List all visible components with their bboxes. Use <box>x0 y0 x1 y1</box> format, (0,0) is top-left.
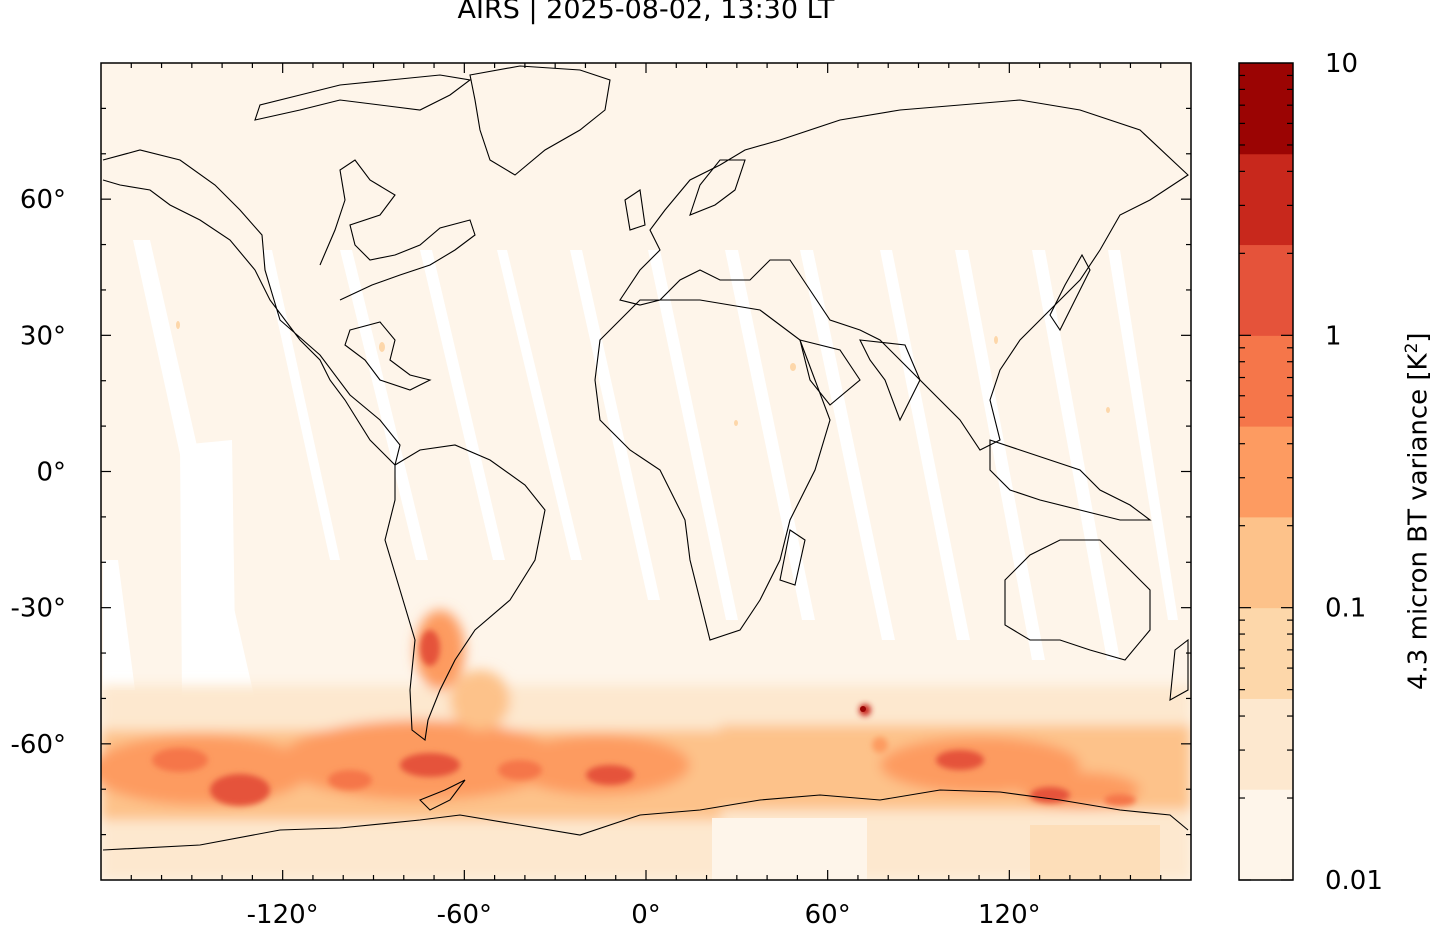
lat-tick-label: -60° <box>11 730 66 760</box>
lon-tick-label: -60° <box>437 900 492 930</box>
colorbar-segment <box>1239 426 1293 518</box>
lon-tick-label: 60° <box>805 900 851 930</box>
longitude-axis: -120° -60° 0° 60° 120° <box>130 63 1162 930</box>
colorbar-tick-label: 0.01 <box>1325 866 1383 896</box>
map-title: AIRS | 2025-08-02, 13:30 LT <box>457 0 835 25</box>
colorbar-segment <box>1239 244 1293 336</box>
colorbar-segment <box>1239 153 1293 246</box>
colorbar-segment <box>1239 63 1293 155</box>
colorbar-tick-label: 0.1 <box>1325 594 1366 624</box>
colorbar-label: 4.3 micron BT variance [K2] <box>1402 332 1434 690</box>
colorbar-label-suffix: ] <box>1403 332 1434 343</box>
colorbar-segment <box>1239 516 1293 609</box>
orbit-gaps <box>103 240 1178 810</box>
colorbar-segment <box>1239 607 1293 699</box>
colorbar-label-sup: 2 <box>1402 342 1422 354</box>
colorbar-frame <box>1238 62 1294 881</box>
colorbar-tick-label: 10 <box>1325 49 1358 79</box>
coastlines <box>102 65 1189 851</box>
lon-tick-label: 0° <box>631 900 661 930</box>
latitude-axis: 60° 30° 0° -30° -60° <box>11 107 1191 836</box>
colorbar-label-prefix: 4.3 micron BT variance [K <box>1403 353 1434 690</box>
colorbar-segment <box>1239 789 1293 881</box>
lat-tick-label: 0° <box>36 458 66 488</box>
colorbar: 10 1 0.1 0.01 <box>1238 49 1383 896</box>
lat-tick-label: -30° <box>11 594 66 624</box>
lat-tick-label: 30° <box>20 321 66 351</box>
lon-tick-label: 120° <box>978 900 1041 930</box>
lat-tick-label: 60° <box>20 185 66 215</box>
colorbar-segment <box>1239 335 1293 427</box>
lon-tick-label: -120° <box>247 900 319 930</box>
colorbar-segment <box>1239 698 1293 790</box>
colorbar-tick-label: 1 <box>1325 321 1342 351</box>
